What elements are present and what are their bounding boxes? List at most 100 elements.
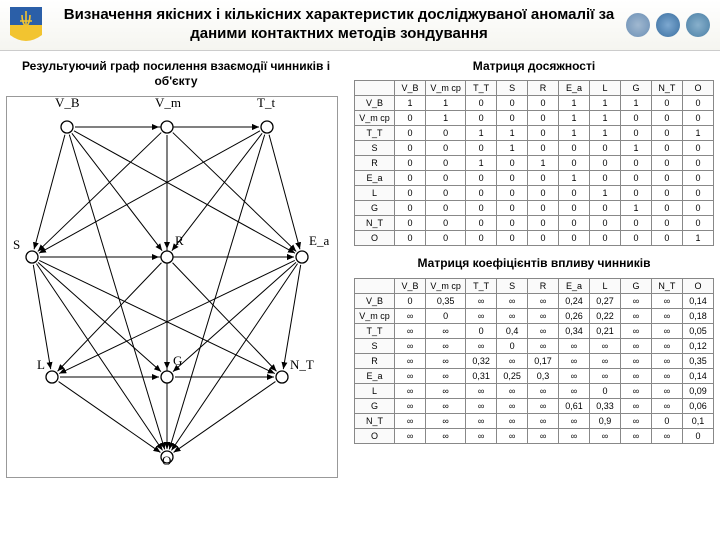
matrix-cell: 0 <box>651 126 682 141</box>
matrix-cell: 0 <box>395 293 426 308</box>
matrix-cell: 0 <box>651 156 682 171</box>
table-row: T_T∞∞00,4∞0,340,21∞∞0,05 <box>355 323 714 338</box>
matrix-col-header: G <box>620 81 651 96</box>
matrix1-heading: Матриця досяжності <box>354 59 714 75</box>
matrix-cell: ∞ <box>528 323 559 338</box>
matrix-col-header: G <box>620 278 651 293</box>
matrix-cell: ∞ <box>559 353 590 368</box>
matrix-cell: ∞ <box>395 308 426 323</box>
matrix-cell: ∞ <box>559 383 590 398</box>
graph-edge <box>174 381 276 452</box>
matrix-cell: 0 <box>395 201 426 216</box>
matrix-col-header: V_m cp <box>426 81 466 96</box>
matrix-cell: 0 <box>426 186 466 201</box>
graph-node <box>296 251 308 263</box>
matrix-cell: ∞ <box>466 293 497 308</box>
matrix2-heading: Матриця коефіцієнтів впливу чинників <box>354 256 714 272</box>
graph-node-label: V_m <box>155 97 181 110</box>
matrix-cell: ∞ <box>620 323 651 338</box>
matrix-cell: 0 <box>651 141 682 156</box>
graph-node-label: G <box>173 353 182 368</box>
matrix-cell: ∞ <box>620 383 651 398</box>
matrix-cell: 0 <box>426 156 466 171</box>
matrix-cell: 0 <box>395 231 426 246</box>
matrix-col-header: R <box>528 278 559 293</box>
matrix-cell: 1 <box>590 96 621 111</box>
matrix-col-header: N_T <box>651 81 682 96</box>
table-row: G∞∞∞∞∞0,610,33∞∞0,06 <box>355 398 714 413</box>
matrix-cell: 1 <box>682 126 713 141</box>
matrix-cell: 0 <box>559 231 590 246</box>
matrix-cell: 0,32 <box>466 353 497 368</box>
matrix-cell: 0 <box>651 96 682 111</box>
table-row: V_m cp0100011000 <box>355 111 714 126</box>
matrix-cell: 1 <box>426 111 466 126</box>
matrix-cell: ∞ <box>620 398 651 413</box>
matrix-cell: 1 <box>528 156 559 171</box>
matrix-cell: ∞ <box>426 368 466 383</box>
matrix-row-header: E_a <box>355 368 395 383</box>
graph-node <box>26 251 38 263</box>
graph-node-label: N_T <box>290 357 314 372</box>
matrix-cell: 0,1 <box>682 413 713 428</box>
matrix-cell: ∞ <box>395 338 426 353</box>
ukraine-emblem-icon <box>10 7 42 43</box>
table-row: V_B00,35∞∞∞0,240,27∞∞0,14 <box>355 293 714 308</box>
matrix-row-header: S <box>355 338 395 353</box>
matrix-cell: 0,35 <box>682 353 713 368</box>
matrix-cell: ∞ <box>466 413 497 428</box>
matrix-row-header: N_T <box>355 216 395 231</box>
matrix-cell: 0 <box>395 171 426 186</box>
logo-icon <box>626 13 650 37</box>
table-row: N_T0000000000 <box>355 216 714 231</box>
left-column: Результуючий граф посилення взаємодії чи… <box>6 59 346 478</box>
matrix-cell: 0 <box>466 186 497 201</box>
graph-node <box>161 371 173 383</box>
matrix-col-header: E_a <box>559 81 590 96</box>
graph-edge <box>69 134 164 449</box>
matrix-cell: 0 <box>395 216 426 231</box>
matrix-cell: 1 <box>497 141 528 156</box>
matrix-cell: ∞ <box>426 398 466 413</box>
matrix-cell: 0 <box>682 141 713 156</box>
matrix-cell: ∞ <box>466 308 497 323</box>
matrix-cell: ∞ <box>651 338 682 353</box>
matrix-cell: 0 <box>590 141 621 156</box>
table-row: R0010100000 <box>355 156 714 171</box>
matrix-cell: ∞ <box>620 428 651 443</box>
matrix-cell: 0 <box>651 186 682 201</box>
table-row: O∞∞∞∞∞∞∞∞∞0 <box>355 428 714 443</box>
logo-icon <box>656 13 680 37</box>
matrix-cell: 0 <box>559 186 590 201</box>
matrix-cell: ∞ <box>497 428 528 443</box>
matrix-cell: ∞ <box>651 293 682 308</box>
table-row: L∞∞∞∞∞∞0∞∞0,09 <box>355 383 714 398</box>
matrix-cell: ∞ <box>590 368 621 383</box>
matrix-cell: 1 <box>590 111 621 126</box>
matrix-cell: 1 <box>559 111 590 126</box>
matrix-cell: 0,06 <box>682 398 713 413</box>
matrix-cell: ∞ <box>651 428 682 443</box>
matrix-row-header: T_T <box>355 126 395 141</box>
matrix-cell: 0,22 <box>590 308 621 323</box>
matrix-cell: 1 <box>426 96 466 111</box>
header: Визначення якісних і кількісних характер… <box>0 0 720 51</box>
matrix-row-header: V_m cp <box>355 308 395 323</box>
graph-edge <box>34 134 65 249</box>
graph-node <box>161 251 173 263</box>
matrix-cell: ∞ <box>528 413 559 428</box>
matrix-cell: ∞ <box>426 413 466 428</box>
table-row: T_T0011011001 <box>355 126 714 141</box>
graph-node-label: S <box>13 237 20 252</box>
matrix-cell: 0,34 <box>559 323 590 338</box>
matrix-cell: 0 <box>466 323 497 338</box>
matrix-row-header: R <box>355 156 395 171</box>
graph-edge <box>173 262 277 370</box>
matrix-cell: ∞ <box>395 398 426 413</box>
matrix-col-header: N_T <box>651 278 682 293</box>
graph-edge <box>59 381 161 452</box>
graph-edge <box>269 134 300 249</box>
matrix-cell: 0 <box>426 231 466 246</box>
matrix-cell: 0 <box>682 96 713 111</box>
matrix-cell: 0 <box>497 201 528 216</box>
